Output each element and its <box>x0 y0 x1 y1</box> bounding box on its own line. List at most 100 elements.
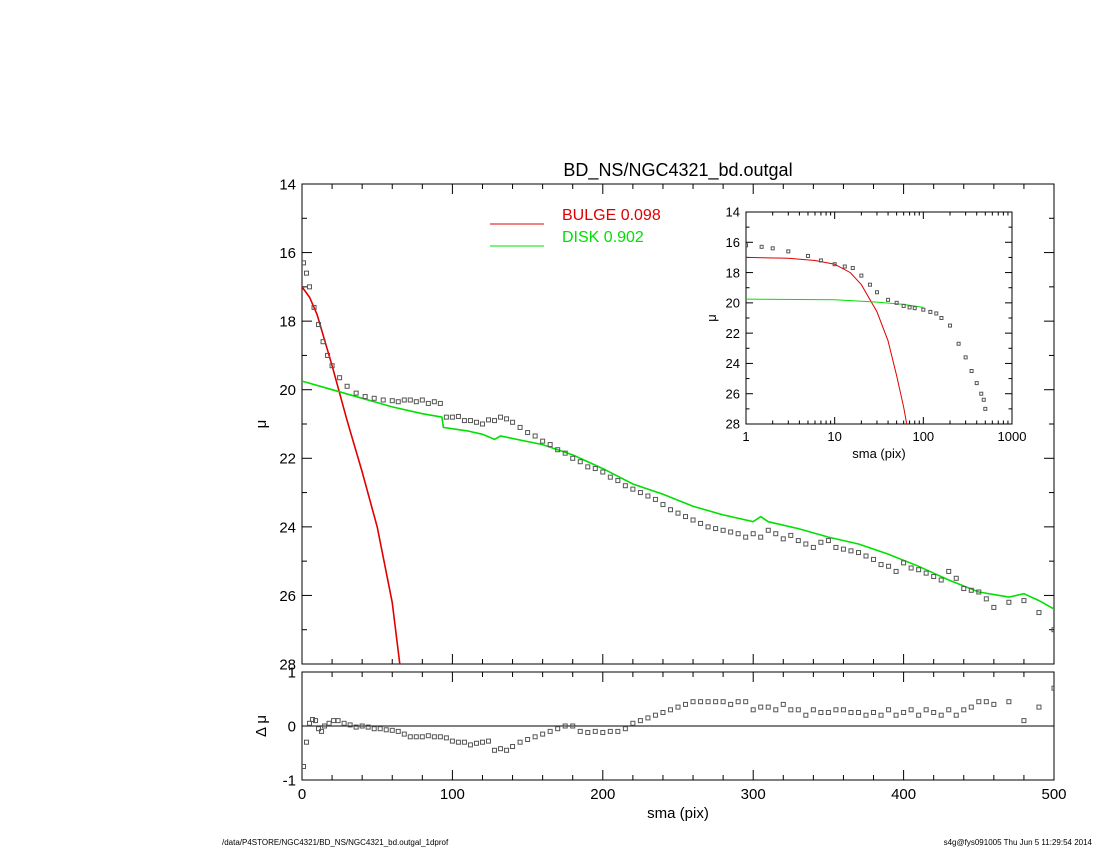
inset-series-group <box>746 243 988 424</box>
inset-bulge-line <box>746 256 908 424</box>
main-data-point <box>592 466 598 472</box>
residual-data-point <box>335 718 341 724</box>
residual-data-point <box>690 699 696 705</box>
residual-data-point <box>600 729 606 735</box>
main-data-point <box>307 284 313 290</box>
inset-data-point <box>934 311 939 316</box>
main-data-point <box>953 575 959 581</box>
main-data-point <box>562 450 568 456</box>
main-data-point <box>818 539 824 545</box>
residual-data-point <box>341 720 347 726</box>
residual-series-group <box>302 685 1054 769</box>
residual-data-point <box>667 707 673 713</box>
main-data-point <box>443 414 449 420</box>
residual-data-point <box>983 699 989 705</box>
residual-data-point <box>316 726 322 732</box>
residual-data-point <box>547 728 553 734</box>
main-data-point <box>607 474 613 480</box>
main-data-point <box>570 455 576 461</box>
main-data-point <box>615 478 621 484</box>
residual-data-point <box>607 728 613 734</box>
main-data-point <box>555 447 561 453</box>
main-ytick-label: 26 <box>279 588 296 605</box>
inset-data-point <box>867 282 872 287</box>
residual-xtick-label: 400 <box>891 786 916 803</box>
inset-data-point <box>874 290 879 295</box>
main-data-point <box>750 531 756 537</box>
main-data-point <box>901 560 907 566</box>
main-data-point <box>1006 599 1012 605</box>
main-data-point <box>645 493 651 499</box>
inset-background <box>686 204 1032 466</box>
residual-data-point <box>395 728 401 734</box>
main-data-point <box>344 383 350 389</box>
main-data-point <box>401 397 407 403</box>
residual-data-point <box>683 701 689 707</box>
inset-data-point <box>859 273 864 278</box>
main-data-point <box>1051 627 1054 633</box>
residual-data-point <box>622 726 628 732</box>
residual-xtick-label: 200 <box>590 786 615 803</box>
main-data-point <box>946 568 952 574</box>
residual-data-point <box>968 704 974 710</box>
main-data-point <box>425 400 431 406</box>
residual-data-point <box>615 728 621 734</box>
inset-data-point <box>979 391 984 396</box>
residual-data-point <box>359 723 365 729</box>
residual-data-point <box>825 710 831 715</box>
main-data-point <box>765 527 771 533</box>
residual-data-point <box>592 728 598 734</box>
main-data-point <box>380 397 386 403</box>
inset-data-point <box>907 305 912 310</box>
main-data-point <box>389 398 395 404</box>
main-data-point <box>311 304 317 310</box>
inset-data-point <box>818 258 823 263</box>
main-data-point <box>622 483 628 489</box>
residual-data-point <box>319 728 325 734</box>
residual-data-point <box>833 707 839 713</box>
residual-data-point <box>389 727 395 733</box>
main-data-point <box>675 510 681 516</box>
residual-data-point <box>467 742 473 748</box>
main-data-point <box>690 517 696 523</box>
main-data-point <box>938 577 944 583</box>
main-data-point <box>485 417 491 423</box>
inset-panel: 14 16 18 20 22 24 26 281 10 100 1000 μ sma (pix) <box>686 204 1032 466</box>
residual-data-point <box>485 738 491 744</box>
inset-data-point <box>842 264 847 269</box>
residual-data-point <box>307 720 313 726</box>
main-data-point <box>803 541 809 547</box>
residual-data-point <box>437 734 443 740</box>
inset-data-point <box>928 309 933 314</box>
residual-data-point <box>743 699 749 705</box>
residual-data-point <box>570 723 576 729</box>
residual-data-point <box>455 739 461 745</box>
main-data-point <box>773 531 779 537</box>
main-data-point <box>983 596 989 602</box>
main-data-point <box>991 604 997 610</box>
inset-ytick-label: 14 <box>726 205 740 220</box>
residual-data-point <box>577 728 583 734</box>
residual-data-point <box>310 717 316 723</box>
inset-data-point <box>948 323 953 328</box>
main-panel: 14 16 18 20 22 24 26 28 μ BULGE 0.098 DISK 0.902 <box>253 176 1055 673</box>
residual-data-point <box>479 739 485 745</box>
residual-data-point <box>660 710 666 715</box>
residual-ytick-label: 1 <box>288 664 296 681</box>
residual-data-point <box>953 712 959 718</box>
residual-data-point <box>713 699 719 705</box>
residual-data-point <box>795 707 801 713</box>
main-data-point <box>788 532 794 538</box>
inset-ytick-label: 24 <box>726 356 740 371</box>
residual-data-point <box>675 704 681 710</box>
residual-data-point <box>788 707 794 713</box>
main-series-group <box>302 260 1054 664</box>
residual-data-point <box>818 710 824 715</box>
main-data-point <box>479 421 485 427</box>
main-data-point <box>419 397 425 403</box>
main-data-point <box>825 538 831 544</box>
residual-data-point <box>938 712 944 718</box>
inset-ytick-label: 28 <box>726 417 740 432</box>
main-bulge-line <box>302 286 401 664</box>
